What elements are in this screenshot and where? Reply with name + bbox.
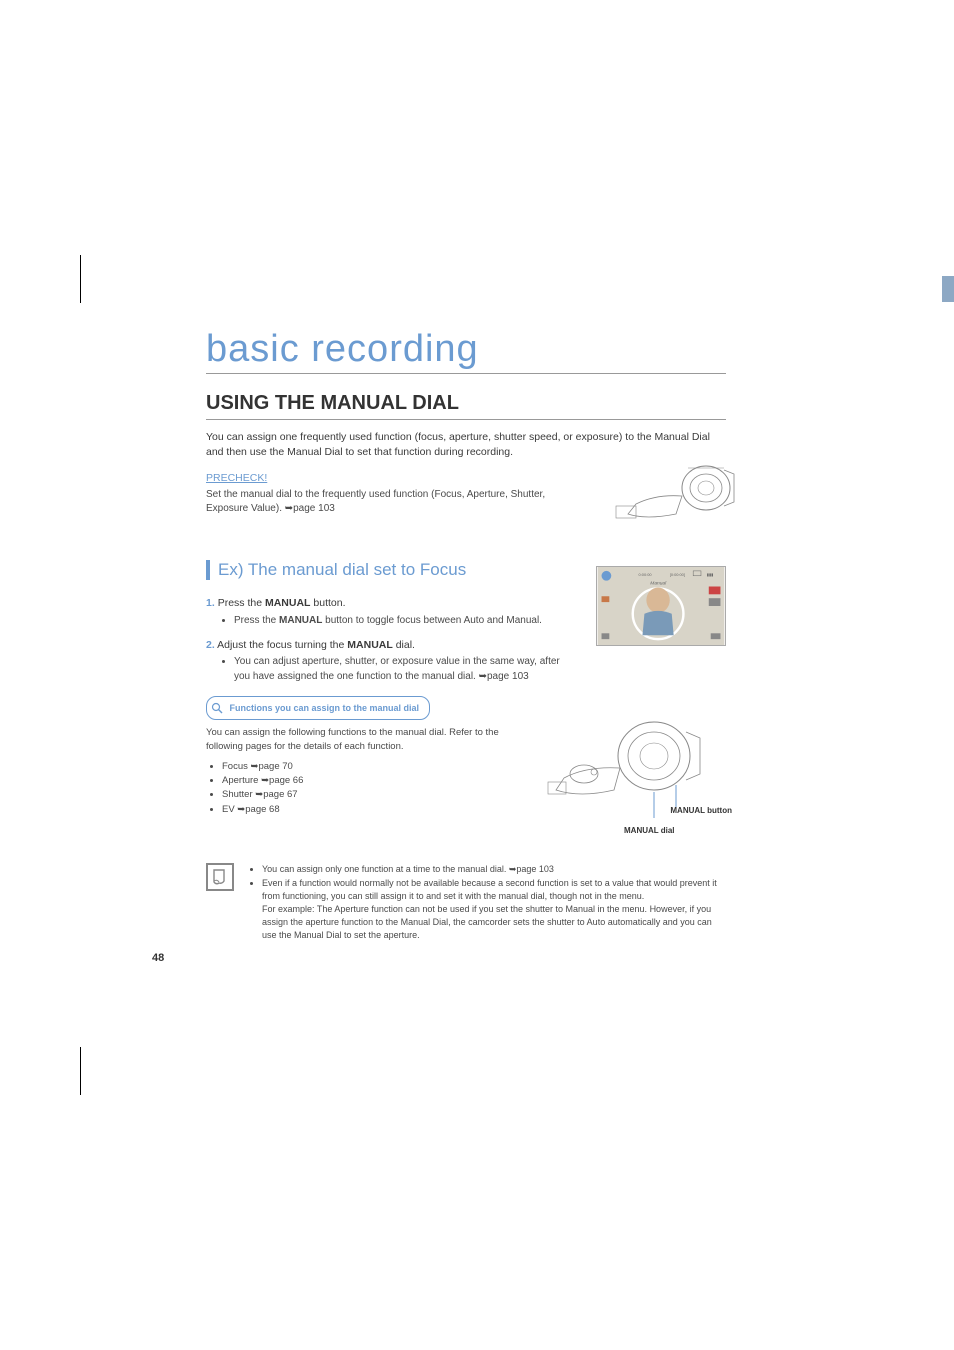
steps-list: 1. Press the MANUAL button. Press the MA… [206,596,576,684]
section-title: USING THE MANUAL DIAL [206,392,726,420]
tip-box: Functions you can assign to the manual d… [206,696,528,817]
step-number: 2. [206,639,215,651]
step-2: 2. Adjust the focus turning the MANUAL d… [206,638,576,684]
page-content: basic recording USING THE MANUAL DIAL Yo… [206,328,726,943]
magnifier-icon [211,702,223,714]
note-list: You can assign only one function at a ti… [262,863,722,943]
crop-mark [80,1047,81,1095]
svg-text:0:00:00: 0:00:00 [639,572,653,577]
note-box: You can assign only one function at a ti… [206,863,722,943]
svg-text:▮▮▮: ▮▮▮ [707,572,713,577]
note-item: Even if a function would normally not be… [262,877,722,942]
page-number: 48 [152,952,164,964]
manual-dial-label: MANUAL dial [624,826,675,835]
crop-mark [942,276,954,302]
step-text: Adjust the focus turning the MANUAL dial… [217,639,415,651]
step-1: 1. Press the MANUAL button. Press the MA… [206,596,576,628]
note-icon [206,863,234,891]
tip-item: Aperture ➥page 66 [222,774,528,788]
manual-dial-illustration: MANUAL button MANUAL dial [546,710,736,840]
crop-mark [80,255,81,303]
chapter-title: basic recording [206,328,726,374]
lcd-preview-illustration: 0:00:00 [0:00:00] ▮▮▮ Manual [596,566,726,646]
camcorder-side-illustration [606,456,736,530]
tip-list: Focus ➥page 70 Aperture ➥page 66 Shutter… [222,760,528,817]
tip-chip: Functions you can assign to the manual d… [206,696,430,720]
tip-item: Shutter ➥page 67 [222,788,528,802]
precheck-text: Set the manual dial to the frequently us… [206,488,586,516]
tip-chip-label: Functions you can assign to the manual d… [229,703,419,713]
svg-text:[0:00:00]: [0:00:00] [670,572,685,577]
tip-body: You can assign the following functions t… [206,726,528,754]
step-text: Press the MANUAL button. [218,597,346,609]
step-number: 1. [206,597,215,609]
manual-button-label: MANUAL button [670,806,732,815]
tip-item: EV ➥page 68 [222,803,528,817]
step-bullet: You can adjust aperture, shutter, or exp… [234,655,576,684]
note-item: You can assign only one function at a ti… [262,863,722,876]
step-bullet: Press the MANUAL button to toggle focus … [234,614,576,629]
tip-item: Focus ➥page 70 [222,760,528,774]
svg-text:Manual: Manual [650,581,667,587]
